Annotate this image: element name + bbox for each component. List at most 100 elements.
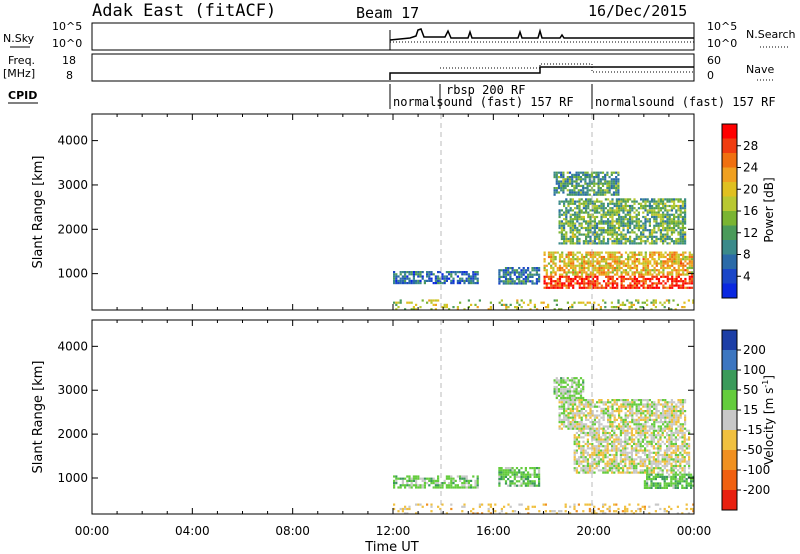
heatmap-cell (624, 403, 627, 406)
heatmap-cell (662, 242, 665, 245)
heatmap-cell (646, 264, 650, 267)
heatmap-cell (552, 286, 555, 289)
heatmap-cell (518, 278, 521, 281)
heatmap-cell (571, 303, 574, 306)
heatmap-cell (577, 385, 580, 389)
heatmap-cell (626, 416, 629, 419)
heatmap-cell (633, 462, 636, 465)
heatmap-cell (596, 277, 599, 281)
heatmap-cell (652, 460, 655, 463)
heatmap-cell (668, 405, 671, 408)
heatmap-cell (662, 273, 665, 276)
heatmap-cell (646, 258, 650, 261)
heatmap-cell (620, 260, 623, 263)
heatmap-cell (560, 399, 563, 402)
heatmap-cell (450, 271, 453, 274)
heatmap-cell (620, 198, 623, 201)
heatmap-cell (580, 427, 583, 430)
heatmap-cell (415, 303, 418, 306)
heatmap-cell (587, 220, 590, 223)
heatmap-cell (580, 462, 583, 465)
heatmap-cell (580, 469, 583, 472)
heatmap-cell (404, 277, 407, 280)
heatmap-cell (622, 222, 625, 225)
heatmap-cell (681, 456, 684, 459)
heatmap-cell (578, 462, 581, 465)
heatmap-cell (515, 480, 519, 483)
heatmap-cell (684, 240, 687, 243)
heatmap-cell (563, 401, 566, 404)
heatmap-cell (651, 251, 654, 254)
heatmap-cell (631, 251, 634, 254)
heatmap-cell (461, 273, 464, 276)
heatmap-cell (672, 471, 675, 474)
heatmap-cell (663, 467, 666, 470)
heatmap-cell (545, 271, 548, 274)
heatmap-cell (395, 477, 398, 480)
heatmap-cell (672, 445, 675, 448)
heatmap-cell (547, 262, 551, 265)
heatmap-cell (452, 277, 455, 280)
heatmap-cell (651, 200, 654, 203)
heatmap-cell (662, 416, 665, 419)
heatmap-cell (594, 260, 597, 263)
heatmap-cell (630, 467, 633, 470)
heatmap-cell (568, 390, 572, 393)
heatmap-cell (399, 301, 402, 304)
heatmap-cell (624, 303, 627, 306)
heatmap-cell (663, 480, 666, 483)
heatmap-cell (612, 187, 616, 190)
heatmap-cell (618, 262, 621, 265)
heatmap-cell (426, 503, 429, 506)
heatmap-cell (653, 229, 656, 232)
heatmap-cell (415, 479, 418, 482)
heatmap-cell (676, 482, 679, 485)
colorbar-swatch (722, 283, 737, 299)
heatmap-cell (608, 180, 611, 183)
heatmap-cell (504, 271, 508, 274)
heatmap-cell (602, 240, 605, 243)
heatmap-cell (550, 255, 553, 259)
heatmap-cell (659, 467, 662, 470)
heatmap-cell (600, 410, 603, 413)
heatmap-cell (563, 264, 566, 267)
heatmap-cell (561, 275, 564, 278)
heatmap-cell (593, 301, 596, 304)
heatmap-cell (673, 407, 676, 410)
heatmap-cell (642, 277, 645, 281)
heatmap-cell (556, 280, 559, 283)
heatmap-cell (543, 282, 546, 285)
heatmap-cell (606, 471, 609, 474)
heatmap-cell (630, 451, 633, 454)
heatmap-cell (594, 284, 597, 287)
heatmap-cell (593, 471, 596, 474)
heatmap-cell (560, 403, 563, 406)
heatmap-cell (612, 182, 616, 185)
heatmap-cell (668, 264, 672, 267)
heatmap-cell (670, 447, 673, 450)
heatmap-cell (567, 423, 570, 426)
heatmap-cell (622, 403, 625, 406)
heatmap-cell (593, 193, 596, 196)
heatmap-cell (670, 414, 673, 417)
heatmap-cell (561, 273, 564, 276)
heatmap-cell (553, 385, 556, 389)
heatmap-cell (602, 414, 605, 417)
heatmap-cell (600, 204, 603, 208)
heatmap-cell (606, 449, 609, 452)
heatmap-cell (509, 484, 512, 487)
heatmap-cell (571, 418, 574, 421)
heatmap-cell (600, 407, 603, 410)
heatmap-cell (566, 301, 569, 304)
heatmap-cell (593, 242, 596, 245)
heatmap-cell (584, 434, 587, 437)
heatmap-cell (591, 421, 594, 424)
heatmap-cell (434, 299, 437, 302)
heatmap-cell (524, 478, 527, 481)
heatmap-cell (587, 277, 590, 281)
heatmap-cell (613, 204, 616, 208)
heatmap-cell (404, 279, 407, 282)
heatmap-cell (561, 286, 564, 289)
heatmap-cell (666, 200, 669, 203)
heatmap-cell (683, 301, 686, 304)
